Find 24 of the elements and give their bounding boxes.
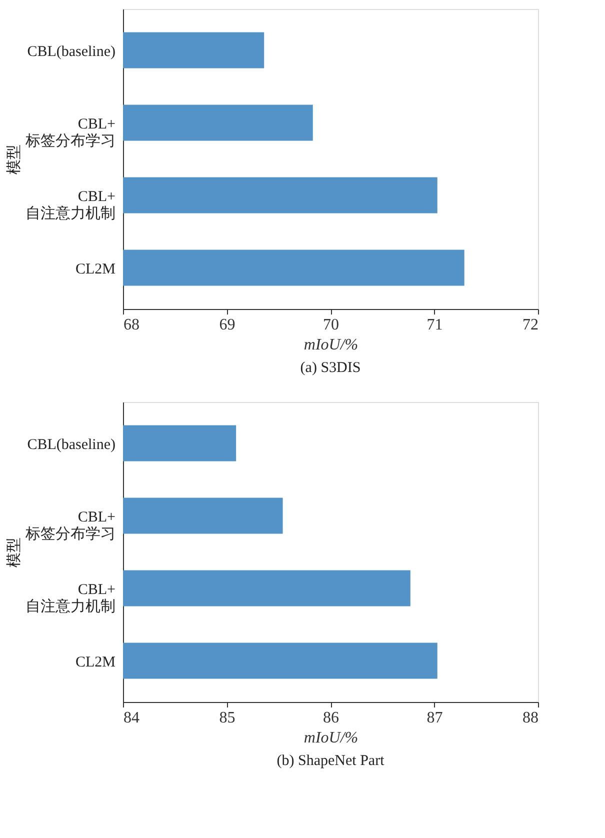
y-tick-label: CBL+标签分布学习 bbox=[24, 509, 116, 542]
x-tick-label: 88 bbox=[522, 710, 538, 726]
x-tick-label: 69 bbox=[219, 316, 236, 334]
x-tick-label: 85 bbox=[219, 710, 236, 726]
y-tick-label: CBL(baseline) bbox=[27, 44, 116, 60]
x-tick-label: 72 bbox=[522, 316, 538, 334]
x-tick-label: 71 bbox=[426, 316, 443, 334]
y-tick-label: CL2M bbox=[75, 261, 116, 278]
x-tick-label: 84 bbox=[124, 710, 140, 726]
y-axis-title: 模型 bbox=[6, 538, 22, 568]
y-tick-label: CBL+自注意力机制 bbox=[26, 188, 116, 222]
x-tick-label: 86 bbox=[323, 710, 339, 726]
y-tick-label: CL2M bbox=[75, 654, 116, 670]
y-tick-label: CBL+自注意力机制 bbox=[26, 582, 116, 615]
x-axis-title: mIoU/% bbox=[304, 336, 358, 354]
y-axis-title: 模型 bbox=[6, 144, 22, 174]
y-tick-label: CBL+标签分布学习 bbox=[24, 116, 116, 150]
x-tick-label: 68 bbox=[124, 316, 140, 334]
x-tick-label: 70 bbox=[323, 316, 339, 334]
x-axis-title: mIoU/% bbox=[304, 730, 358, 746]
text: (a) S3DIS bbox=[300, 360, 361, 376]
y-tick-label: CBL(baseline) bbox=[27, 436, 116, 453]
text: (b) ShapeNet Part bbox=[276, 753, 386, 769]
x-tick-label: 87 bbox=[426, 710, 443, 726]
